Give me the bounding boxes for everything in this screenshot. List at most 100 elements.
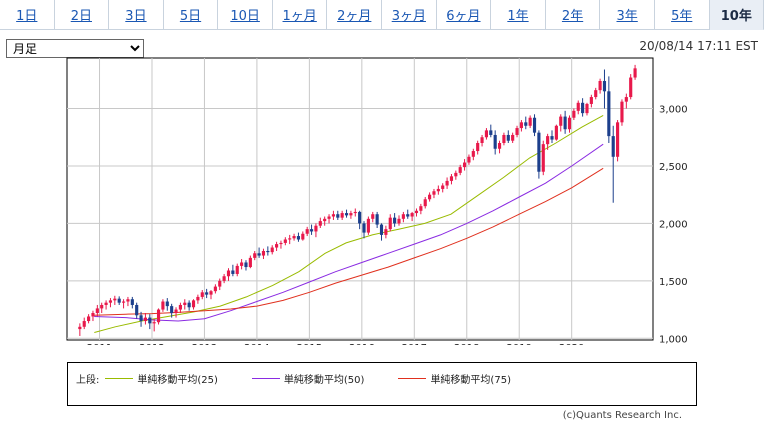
tab-13[interactable]: 10年 <box>709 0 764 30</box>
legend-label-0: 単純移動平均(25) <box>137 375 218 386</box>
x-tick-label: 2020 <box>559 343 584 345</box>
ma-line-1 <box>94 143 604 322</box>
y-tick-label: 3,000 <box>659 105 688 116</box>
legend-swatch-0 <box>105 378 134 379</box>
plot-frame <box>66 57 654 341</box>
candle-body <box>218 280 222 287</box>
candle-body <box>139 315 143 322</box>
candle-body <box>148 317 152 324</box>
candle-body <box>388 217 392 230</box>
candle-body <box>462 162 467 168</box>
candle-body <box>87 316 91 322</box>
tab-11[interactable]: 3年 <box>600 0 655 30</box>
period-select[interactable]: 月足 <box>6 39 144 58</box>
candle-body <box>309 229 314 232</box>
candle-body <box>209 291 213 295</box>
candle-body <box>602 80 607 92</box>
candle-body <box>336 214 340 218</box>
tab-3[interactable]: 5日 <box>163 0 219 30</box>
x-tick-label: 2019 <box>506 343 531 345</box>
candle-body <box>362 223 366 233</box>
candle-body <box>629 77 633 98</box>
candle-body <box>476 143 480 152</box>
candlestick-chart: 2011 2012 2013 2014 2015 2016 2017 2018 2019 2020… <box>66 57 688 345</box>
candle-body <box>248 257 252 268</box>
candle-body <box>393 217 397 224</box>
candle-body <box>611 136 615 157</box>
candle-body <box>441 185 445 189</box>
candle-body <box>541 144 545 172</box>
legend-item-0: 単純移動平均(25) <box>105 371 218 386</box>
candle-body <box>537 132 541 172</box>
x-tick-label: 2016 <box>349 343 374 345</box>
candle-body <box>471 151 475 157</box>
candle-body <box>344 213 349 216</box>
tab-0[interactable]: 1日 <box>0 0 55 30</box>
candle-body <box>633 68 637 78</box>
candle-body <box>104 302 108 305</box>
candle-body <box>366 218 370 233</box>
candle-body <box>524 122 528 126</box>
y-tick-label: 1,000 <box>659 334 688 345</box>
tab-1[interactable]: 2日 <box>54 0 110 30</box>
candle-body <box>292 236 296 239</box>
candle-body <box>156 309 161 323</box>
candle-body <box>554 125 558 140</box>
y-tick-label: 2,000 <box>659 219 688 230</box>
tab-9[interactable]: 1年 <box>491 0 546 30</box>
candle-body <box>620 101 624 123</box>
candle-body <box>432 191 436 195</box>
candle-body <box>126 299 130 302</box>
candle-body <box>288 238 292 240</box>
tab-5[interactable]: 1ヶ月 <box>272 0 328 30</box>
candle-body <box>231 270 235 274</box>
candle-body <box>135 304 139 316</box>
tab-10[interactable]: 2年 <box>545 0 601 30</box>
candle-body <box>454 172 458 177</box>
candle-body <box>266 250 270 253</box>
candle-body <box>279 242 283 245</box>
tab-4[interactable]: 10日 <box>218 0 273 30</box>
tab-8[interactable]: 6ヶ月 <box>436 0 492 30</box>
candle-body <box>506 134 510 141</box>
candle-body <box>183 302 187 305</box>
candle-body <box>576 102 580 111</box>
candle-body <box>572 110 576 118</box>
tab-6[interactable]: 2ヶ月 <box>327 0 383 30</box>
tab-12[interactable]: 5年 <box>654 0 710 30</box>
tab-2[interactable]: 3日 <box>109 0 164 30</box>
candle-body <box>82 321 86 327</box>
candle-body <box>170 306 174 314</box>
candle-body <box>196 296 200 301</box>
candle-body <box>187 302 191 308</box>
candle-body <box>240 262 244 266</box>
y-tick-label: 2,500 <box>659 162 688 173</box>
candle-body <box>401 214 405 219</box>
candle-body <box>532 117 537 133</box>
candle-body <box>261 250 266 256</box>
candle-body <box>428 194 432 200</box>
legend-box: 上段: 単純移動平均(25) 単純移動平均(50) 単純移動平均(75) <box>67 362 697 406</box>
candle-body <box>436 188 440 192</box>
candle-body <box>253 253 257 258</box>
candle-body <box>191 300 196 308</box>
candle-body <box>607 91 611 137</box>
candle-body <box>108 300 113 303</box>
copyright: (c)Quants Research Inc. <box>562 410 682 421</box>
legend-item-2: 単純移動平均(75) <box>398 371 511 386</box>
candle-body <box>502 134 506 144</box>
tab-7[interactable]: 3ヶ月 <box>382 0 437 30</box>
candle-body <box>616 122 620 157</box>
candle-body <box>581 102 585 114</box>
candle-body <box>100 304 104 309</box>
candle-body <box>375 214 379 225</box>
candle-body <box>222 276 226 281</box>
candle-body <box>493 134 497 149</box>
candle-body <box>397 218 401 224</box>
x-tick-label: 2014 <box>244 343 269 345</box>
x-tick-label: 2011 <box>87 343 112 345</box>
candle-body <box>528 117 532 126</box>
candle-body <box>419 206 423 211</box>
candle-body <box>371 214 375 219</box>
candle-body <box>121 301 126 303</box>
